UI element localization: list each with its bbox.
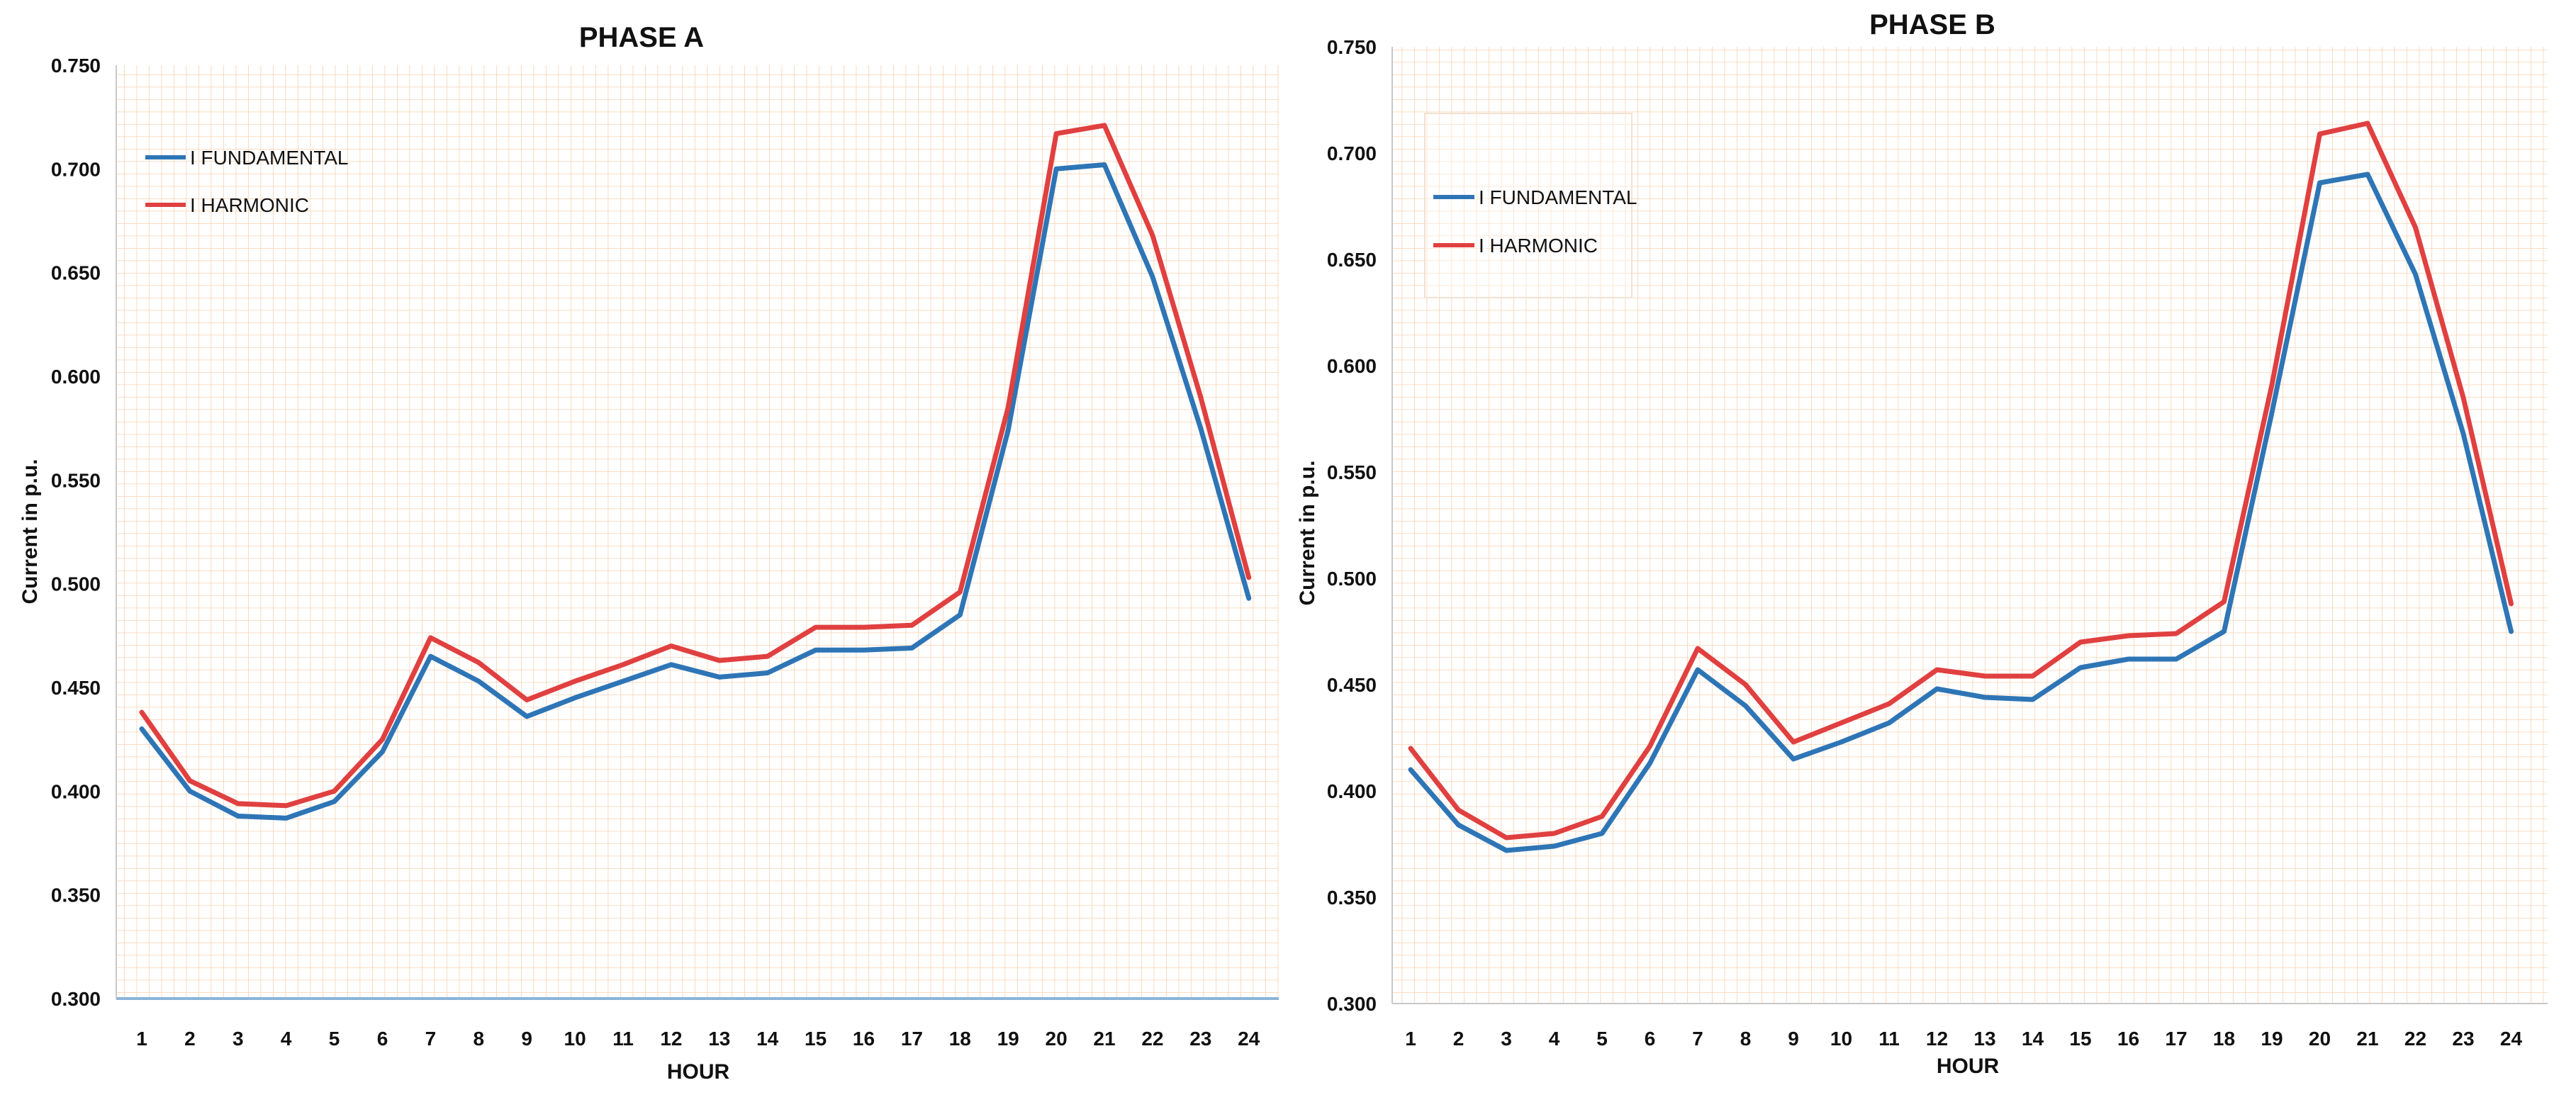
y-tick-label: 0.550 <box>1327 461 1377 483</box>
chart-title: PHASE B <box>1869 9 1995 40</box>
x-tick-label: 22 <box>1141 1028 1163 1050</box>
y-tick-label: 0.300 <box>1327 993 1377 1015</box>
y-tick-label: 0.600 <box>1327 355 1377 377</box>
legend-box-b <box>1424 113 1633 298</box>
legend-label-fundamental: I FUNDAMENTAL <box>190 147 349 169</box>
x-tick-label: 6 <box>1645 1028 1656 1050</box>
y-tick-label: 0.600 <box>51 366 101 388</box>
chart-phase-b: PHASE B HOUR Current in p.u. I FUNDAMENT… <box>1296 9 2548 1078</box>
x-tick-label: 2 <box>1453 1028 1465 1050</box>
y-ticks: 0.300 0.350 0.400 0.450 0.500 0.550 0.600 0.650… <box>51 55 101 1010</box>
y-tick-label: 0.500 <box>1327 568 1377 590</box>
plot-area-b <box>1392 47 2548 1004</box>
y-tick-label: 0.750 <box>1327 36 1377 58</box>
x-tick-label: 20 <box>2309 1028 2331 1050</box>
y-tick-label: 0.350 <box>1327 887 1377 909</box>
x-tick-label: 9 <box>1788 1028 1799 1050</box>
y-tick-label: 0.300 <box>51 988 101 1010</box>
x-tick-label: 13 <box>1973 1028 1995 1050</box>
x-tick-label: 24 <box>2500 1028 2523 1050</box>
x-tick-label: 21 <box>2356 1028 2378 1050</box>
x-tick-label: 13 <box>708 1028 730 1050</box>
legend-label-harmonic: I HARMONIC <box>1479 235 1598 257</box>
y-axis-label: Current in p.u. <box>18 459 42 605</box>
x-tick-label: 3 <box>233 1028 244 1050</box>
plot-area-a <box>116 65 1279 999</box>
series-line-fundamental <box>139 162 1252 821</box>
series-line-harmonic <box>1408 120 2514 841</box>
x-tick-label: 7 <box>1692 1028 1703 1050</box>
x-tick-label: 20 <box>1046 1028 1068 1050</box>
x-tick-label: 17 <box>901 1028 923 1050</box>
x-tick-label: 22 <box>2404 1028 2426 1050</box>
x-tick-label: 1 <box>136 1028 147 1050</box>
x-tick-label: 4 <box>1549 1028 1560 1050</box>
y-tick-label: 0.450 <box>1327 674 1377 696</box>
x-tick-label: 16 <box>853 1028 875 1050</box>
x-tick-label: 8 <box>474 1028 485 1050</box>
series-line-harmonic <box>139 123 1252 809</box>
y-tick-label: 0.500 <box>51 573 101 595</box>
y-tick-label: 0.650 <box>51 262 101 284</box>
y-axis-label: Current in p.u. <box>1296 461 1319 606</box>
x-tick-label: 23 <box>2452 1028 2474 1050</box>
x-tick-label: 24 <box>1238 1028 1260 1050</box>
series-line-fundamental <box>1408 172 2514 853</box>
legend: I FUNDAMENTAL I HARMONIC <box>1433 186 1637 257</box>
y-tick-label: 0.400 <box>1327 780 1377 802</box>
x-tick-label: 3 <box>1501 1028 1512 1050</box>
x-ticks: 1 2 3 4 5 6 7 8 9 10 11 12 13 14 15 16 17 18 19 20 21 22 23 24 <box>136 1028 1260 1050</box>
x-tick-label: 19 <box>997 1028 1019 1050</box>
x-tick-label: 18 <box>949 1028 971 1050</box>
chart-title: PHASE A <box>579 22 704 53</box>
chart-phase-a: PHASE A HOUR Current in p.u. I FUNDAMENT… <box>18 22 1279 1084</box>
x-tick-label: 19 <box>2261 1028 2283 1050</box>
x-tick-label: 4 <box>281 1028 292 1050</box>
y-tick-label: 0.700 <box>1327 142 1377 164</box>
y-tick-label: 0.400 <box>51 780 101 802</box>
x-tick-label: 15 <box>805 1028 827 1050</box>
x-tick-label: 2 <box>184 1028 196 1050</box>
x-ticks: 1 2 3 4 5 6 7 8 9 10 11 12 13 14 15 16 17 18 19 20 21 22 23 24 <box>1405 1028 2522 1050</box>
x-tick-label: 7 <box>425 1028 437 1050</box>
x-tick-label: 11 <box>1878 1028 1900 1050</box>
x-tick-label: 5 <box>329 1028 340 1050</box>
x-tick-label: 8 <box>1740 1028 1752 1050</box>
x-axis-label: HOUR <box>667 1060 730 1084</box>
legend: I FUNDAMENTAL I HARMONIC <box>145 147 349 216</box>
x-tick-label: 21 <box>1093 1028 1115 1050</box>
x-tick-label: 6 <box>377 1028 388 1050</box>
x-tick-label: 18 <box>2213 1028 2235 1050</box>
y-tick-label: 0.750 <box>51 55 101 77</box>
x-tick-label: 5 <box>1596 1028 1608 1050</box>
x-tick-label: 12 <box>660 1028 682 1050</box>
x-tick-label: 14 <box>756 1028 779 1050</box>
series-lines <box>1408 120 2514 853</box>
x-tick-label: 14 <box>2022 1028 2044 1050</box>
x-tick-label: 15 <box>2069 1028 2091 1050</box>
x-tick-label: 1 <box>1405 1028 1416 1050</box>
y-tick-label: 0.350 <box>51 884 101 906</box>
x-tick-label: 23 <box>1189 1028 1211 1050</box>
series-lines <box>139 123 1252 821</box>
x-tick-label: 11 <box>612 1028 634 1050</box>
x-tick-label: 10 <box>1830 1028 1852 1050</box>
x-tick-label: 9 <box>521 1028 532 1050</box>
x-tick-label: 12 <box>1926 1028 1948 1050</box>
y-tick-label: 0.700 <box>51 158 101 180</box>
x-tick-label: 16 <box>2117 1028 2139 1050</box>
y-ticks: 0.300 0.350 0.400 0.450 0.500 0.550 0.600 0.650… <box>1327 36 1377 1015</box>
y-tick-label: 0.550 <box>51 469 101 491</box>
y-tick-label: 0.650 <box>1327 249 1377 271</box>
legend-label-harmonic: I HARMONIC <box>190 194 309 216</box>
x-axis-label: HOUR <box>1937 1055 2000 1078</box>
y-tick-label: 0.450 <box>51 677 101 699</box>
x-tick-label: 17 <box>2165 1028 2187 1050</box>
x-tick-label: 10 <box>564 1028 586 1050</box>
legend-label-fundamental: I FUNDAMENTAL <box>1479 186 1637 208</box>
